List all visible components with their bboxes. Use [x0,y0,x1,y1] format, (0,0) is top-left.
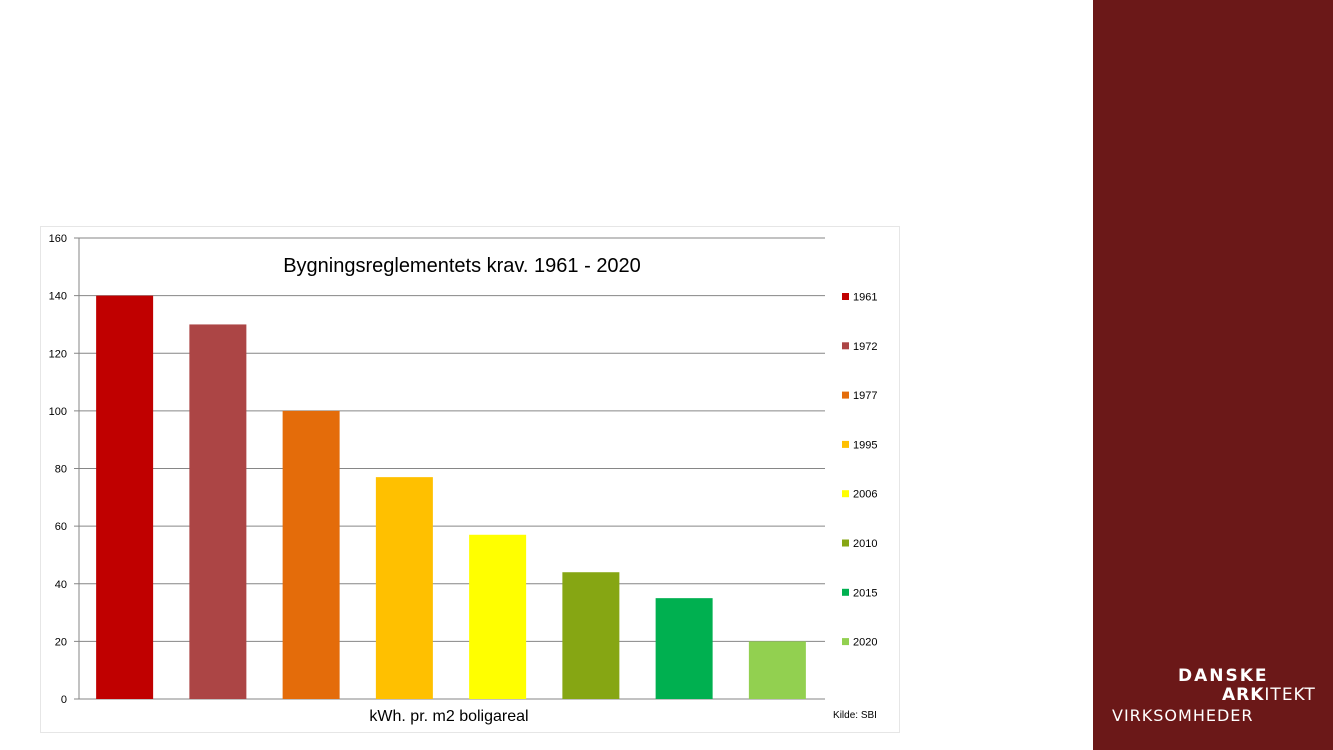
bar-2020 [748,641,806,699]
legend-swatch-1995 [842,440,849,448]
chart-title: Bygningsreglementets krav. 1961 - 2020 [283,255,641,277]
y-tick-label: 20 [55,636,67,648]
y-tick-label: 100 [49,406,67,418]
x-axis-label: kWh. pr. m2 boligareal [369,708,528,725]
legend-swatch-1961 [842,293,849,300]
y-tick-label: 140 [49,291,67,303]
bar-2015 [655,598,713,699]
legend-swatch-1977 [842,391,849,399]
legend-label-1961: 1961 [853,292,877,304]
y-tick-label: 0 [61,694,67,706]
bar-1972 [189,324,247,699]
logo-line-2-rest: ITEKT [1264,685,1316,705]
legend-label-2010: 2010 [853,538,877,550]
bar-chart: 0 20 40 60 80 100 120 140 160 1961 1972 1977 1995 20… [49,233,878,725]
legend-label-1972: 1972 [853,341,877,353]
source-note: Kilde: SBI [833,710,877,721]
legend-label-2006: 2006 [853,489,877,501]
logo-line-3: VIRKSOMHEDER [1112,706,1254,725]
logo-line-2-bold: ARK [1222,685,1265,705]
legend-swatch-2006 [842,490,849,498]
chart-frame [40,226,900,733]
legend-label-1995: 1995 [853,439,877,451]
bar-1995 [375,477,433,699]
legend-label-1977: 1977 [853,390,877,402]
y-tick-labels: 0 20 40 60 80 100 120 140 160 [49,233,67,706]
legend-swatch-1972 [842,342,849,350]
bar-1977 [282,410,340,699]
legend-label-2020: 2020 [853,637,877,649]
legend-swatch-2015 [842,588,849,596]
logo-line-1: DANSKE [1178,666,1269,686]
y-tick-label: 160 [49,233,67,245]
y-tick-label: 80 [55,464,67,476]
bar-2010 [562,572,620,699]
legend: 1961 1972 1977 1995 2006 2010 2015 2020 [842,292,877,649]
logo-line-2: ARKITEKT [1222,685,1316,705]
brand-sidebar [1093,0,1333,750]
bar-1961 [96,295,154,699]
legend-swatch-2010 [842,539,849,547]
bar-2006 [469,534,527,699]
y-tick-label: 40 [55,579,67,591]
legend-label-2015: 2015 [853,587,877,599]
company-logo: DANSKE ARKITEKT VIRKSOMHEDER [1112,666,1322,726]
y-tick-label: 120 [49,348,67,360]
legend-swatch-2020 [842,638,849,646]
bars [96,295,806,699]
y-tick-label: 60 [55,521,67,533]
